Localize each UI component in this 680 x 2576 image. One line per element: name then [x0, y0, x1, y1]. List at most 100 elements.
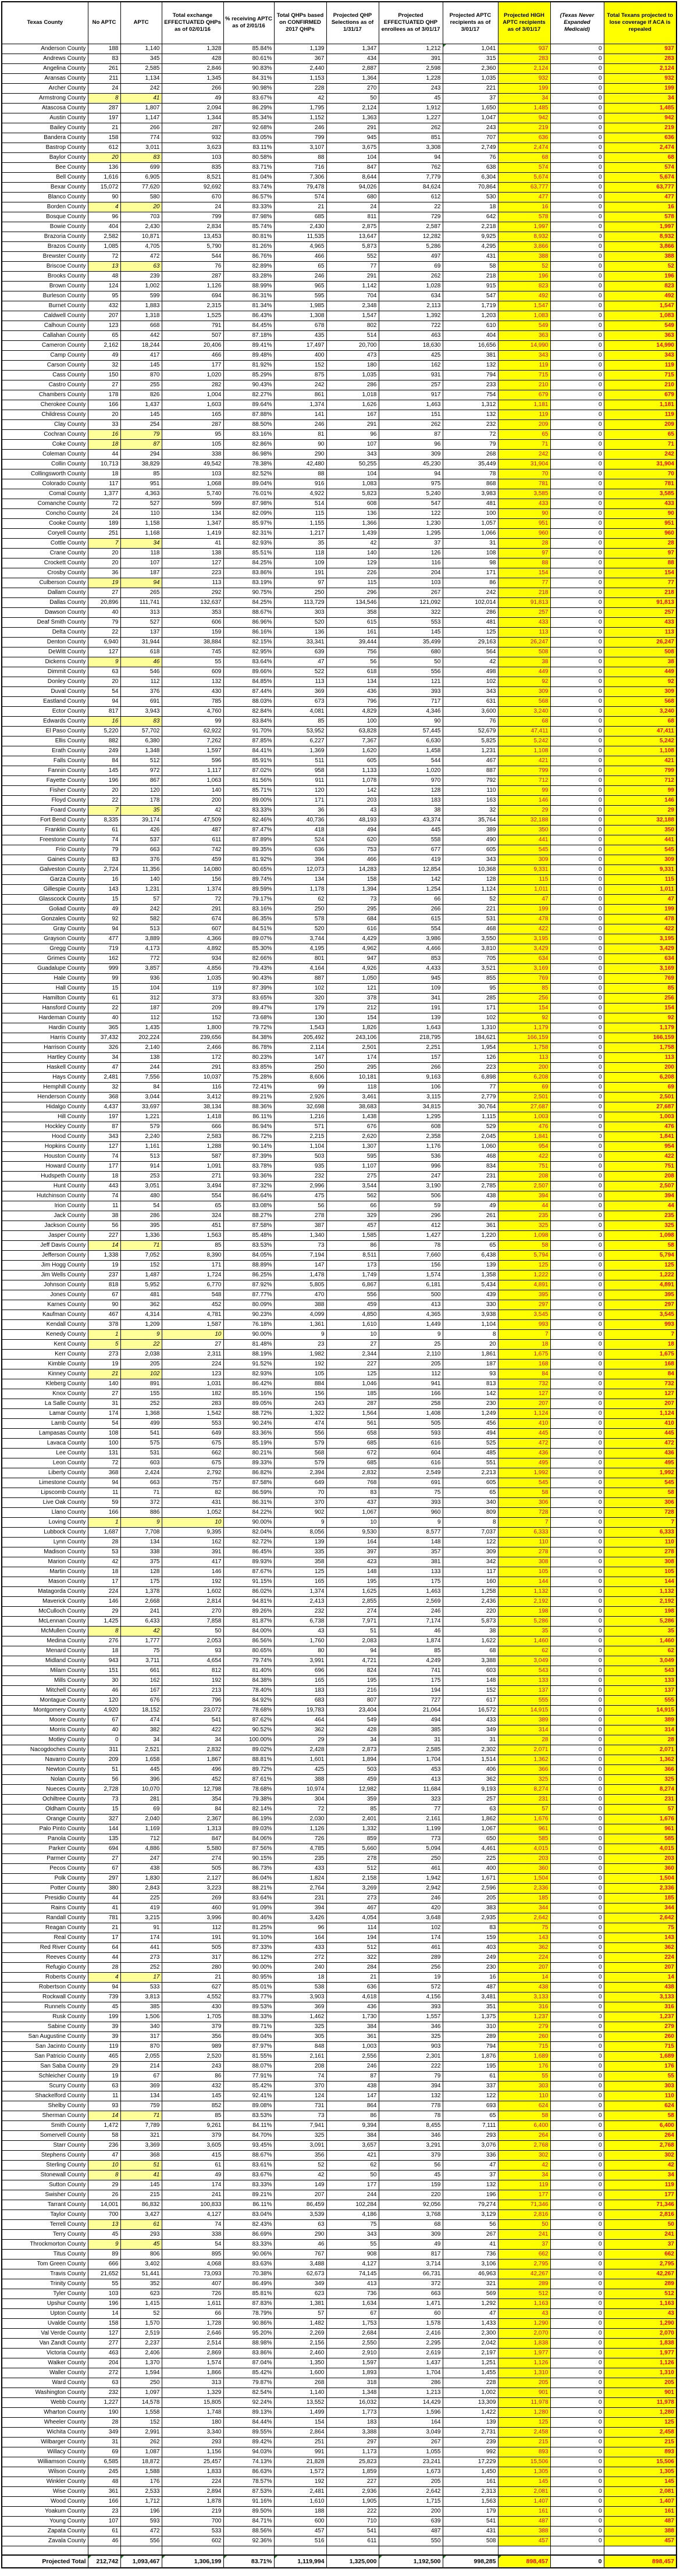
effectuated-2016-cell[interactable]: 934 — [161, 953, 224, 964]
proj-effectuated-cell[interactable]: 741 — [378, 1665, 443, 1676]
total-lose-coverage-cell[interactable]: 47 — [603, 894, 677, 905]
proj-aptc-cell[interactable]: 531 — [442, 913, 499, 924]
medicaid-note-cell[interactable]: 0 — [550, 2446, 604, 2457]
effectuated-2016-cell[interactable]: 85 — [161, 1240, 224, 1251]
county-cell[interactable]: Sutton County — [1, 2179, 88, 2190]
aptc-cell[interactable]: 703 — [120, 211, 162, 222]
pct-aptc-2016-cell[interactable]: 88.99% — [223, 280, 275, 291]
proj-high-aptc-cell[interactable]: 58 — [497, 1487, 551, 1498]
total-lose-coverage-cell[interactable]: 119 — [603, 2179, 677, 2190]
aptc-cell[interactable]: 1,712 — [120, 2496, 162, 2507]
proj-aptc-cell[interactable]: 31 — [442, 1734, 499, 1745]
county-cell[interactable]: Childress County — [1, 409, 88, 420]
proj-aptc-cell[interactable]: 2,313 — [442, 2486, 499, 2497]
confirmed-2017-qhps-cell[interactable]: 457 — [273, 2525, 327, 2536]
county-cell[interactable]: Ochiltree County — [1, 1794, 88, 1805]
total-lose-coverage-cell[interactable]: 1,098 — [603, 1230, 677, 1241]
effectuated-2016-cell[interactable]: 140 — [161, 785, 224, 796]
medicaid-note-cell[interactable]: 0 — [550, 587, 604, 598]
proj-high-aptc-cell[interactable]: 2,507 — [497, 1180, 551, 1191]
aptc-cell[interactable]: 252 — [120, 1962, 162, 1973]
proj-selections-cell[interactable]: 34 — [326, 1734, 379, 1745]
total-lose-coverage-cell[interactable]: 901 — [603, 2387, 677, 2398]
proj-aptc-cell[interactable]: 122 — [442, 2090, 499, 2101]
proj-effectuated-cell[interactable]: 677 — [378, 844, 443, 855]
proj-high-aptc-cell[interactable]: 50 — [497, 2219, 551, 2230]
proj-aptc-cell[interactable]: 456 — [442, 1418, 499, 1429]
pct-aptc-2016-cell[interactable]: 89.21% — [223, 2189, 275, 2200]
confirmed-2017-qhps-cell[interactable]: 958 — [273, 765, 327, 776]
total-lose-coverage-cell[interactable]: 3,240 — [603, 706, 677, 717]
aptc-cell[interactable]: 317 — [120, 2031, 162, 2042]
confirmed-2017-qhps-cell[interactable]: 1,178 — [273, 884, 327, 895]
proj-aptc-cell[interactable]: 128 — [442, 874, 499, 885]
confirmed-2017-qhps-cell[interactable]: 1,543 — [273, 1022, 327, 1033]
proj-aptc-cell[interactable]: 100 — [442, 508, 499, 519]
proj-high-aptc-cell[interactable]: 9,331 — [497, 864, 551, 875]
proj-high-aptc-cell[interactable]: 34 — [497, 2169, 551, 2180]
proj-effectuated-cell[interactable]: 21,064 — [378, 1705, 443, 1716]
aptc-cell[interactable]: 39,174 — [120, 814, 162, 826]
pct-aptc-2016-cell[interactable]: 86.98% — [223, 449, 275, 460]
total-lose-coverage-cell[interactable]: 316 — [603, 2001, 677, 2012]
medicaid-note-cell[interactable]: 0 — [550, 1428, 604, 1439]
aptc-cell[interactable]: 582 — [120, 913, 162, 924]
aptc-cell[interactable]: 426 — [120, 824, 162, 835]
aptc-cell[interactable]: 46 — [120, 656, 162, 667]
proj-high-aptc-cell[interactable]: 712 — [497, 775, 551, 786]
medicaid-note-cell[interactable]: 0 — [550, 1131, 604, 1142]
effectuated-2016-cell[interactable]: 49 — [161, 92, 224, 104]
effectuated-2016-cell[interactable]: 1,052 — [161, 1507, 224, 1518]
proj-effectuated-cell[interactable]: 257 — [378, 379, 443, 390]
total-lose-coverage-cell[interactable]: 34 — [603, 92, 677, 104]
proj-high-aptc-cell[interactable]: 325 — [497, 1774, 551, 1785]
proj-high-aptc-cell[interactable]: 92 — [497, 676, 551, 687]
effectuated-2016-cell[interactable]: 55 — [161, 656, 224, 667]
proj-effectuated-cell[interactable]: 112 — [378, 1368, 443, 1379]
no-aptc-cell[interactable]: 14 — [87, 2308, 121, 2319]
aptc-cell[interactable]: 176 — [120, 2476, 162, 2487]
proj-effectuated-cell[interactable]: 19 — [378, 1972, 443, 1983]
county-cell[interactable]: Gray County — [1, 923, 88, 934]
proj-selections-cell[interactable]: 125 — [326, 1368, 379, 1379]
effectuated-2016-cell[interactable]: 1,597 — [161, 745, 224, 756]
proj-high-aptc-cell[interactable]: 27,687 — [497, 1101, 551, 1112]
proj-aptc-cell[interactable]: 160 — [442, 1576, 499, 1587]
aptc-cell[interactable]: 152 — [120, 2417, 162, 2428]
no-aptc-cell[interactable]: 92 — [87, 913, 121, 924]
pct-aptc-2016-cell[interactable]: 87.47% — [223, 824, 275, 835]
proj-high-aptc-cell[interactable]: 8,274 — [497, 1784, 551, 1795]
aptc-cell[interactable]: 546 — [120, 666, 162, 677]
proj-high-aptc-cell[interactable]: 343 — [497, 350, 551, 361]
county-cell[interactable]: Hays County — [1, 1072, 88, 1083]
pct-aptc-2016-cell[interactable]: 87.98% — [223, 498, 275, 509]
proj-effectuated-cell[interactable]: 2,642 — [378, 2486, 443, 2497]
proj-high-aptc-cell[interactable]: 1,977 — [497, 2347, 551, 2358]
proj-high-aptc-cell[interactable]: 303 — [497, 2080, 551, 2091]
aptc-cell[interactable]: 77,620 — [120, 182, 162, 193]
pct-aptc-2016-cell[interactable]: 83.36% — [223, 1428, 275, 1439]
proj-high-aptc-cell[interactable]: 44 — [497, 1200, 551, 1211]
proj-selections-cell[interactable]: 3,544 — [326, 1180, 379, 1191]
medicaid-note-cell[interactable]: 0 — [550, 1813, 604, 1824]
total-lose-coverage-cell[interactable]: 218 — [603, 587, 677, 598]
county-cell[interactable]: Webb County — [1, 2397, 88, 2408]
effectuated-2016-cell[interactable]: 21 — [161, 1972, 224, 1983]
proj-aptc-cell[interactable]: 330 — [442, 1299, 499, 1310]
confirmed-2017-qhps-cell[interactable]: 73 — [273, 1240, 327, 1251]
county-cell[interactable]: Burnet County — [1, 300, 88, 311]
proj-aptc-cell[interactable]: 232 — [442, 419, 499, 430]
no-aptc-cell[interactable]: 8 — [87, 1625, 121, 1636]
proj-high-aptc-cell[interactable]: 71 — [497, 439, 551, 450]
aptc-cell[interactable]: 17 — [120, 1972, 162, 1983]
aptc-cell[interactable]: 18,872 — [120, 2456, 162, 2467]
total-lose-coverage-cell[interactable]: 508 — [603, 646, 677, 657]
proj-high-aptc-cell[interactable]: 137 — [497, 1685, 551, 1696]
county-cell[interactable]: Van Zandt County — [1, 2337, 88, 2349]
pct-aptc-2016-cell[interactable]: 87.02% — [223, 765, 275, 776]
proj-high-aptc-cell[interactable]: 2,081 — [497, 2486, 551, 2497]
confirmed-2017-qhps-cell[interactable]: 240 — [273, 1962, 327, 1973]
aptc-cell[interactable]: 1,435 — [120, 1022, 162, 1033]
pct-aptc-2016-cell[interactable]: 84.85% — [223, 676, 275, 687]
no-aptc-cell[interactable]: 7 — [87, 805, 121, 816]
